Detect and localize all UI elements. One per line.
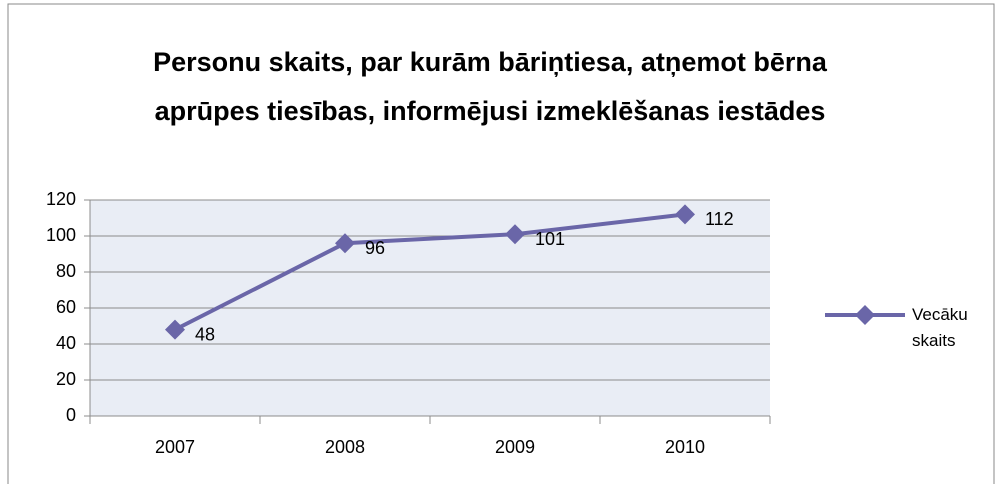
data-point (675, 204, 695, 225)
y-tick-label: 40 (56, 333, 76, 353)
chart-frame (7, 3, 995, 484)
y-tick-label: 0 (66, 405, 76, 425)
data-point (505, 224, 525, 245)
x-tick-label: 2009 (495, 437, 535, 457)
chart-title: Personu skaits, par kurām bāriņtiesa, at… (153, 47, 827, 126)
y-tick-label: 60 (56, 297, 76, 317)
y-tick-label: 20 (56, 369, 76, 389)
x-tick-label: 2007 (155, 437, 195, 457)
y-tick-label: 100 (46, 225, 76, 245)
data-label: 48 (195, 324, 215, 344)
x-tick-label: 2010 (665, 437, 705, 457)
legend-label: Vecāku skaits (912, 305, 968, 350)
y-tick-label: 80 (56, 261, 76, 281)
data-label: 112 (705, 209, 734, 229)
x-tick-label: 2008 (325, 437, 365, 457)
legend-marker (855, 305, 875, 325)
data-point (335, 233, 355, 254)
y-tick-label: 120 (46, 189, 76, 209)
data-label: 101 (535, 229, 565, 249)
data-point (165, 319, 185, 340)
data-label: 96 (365, 238, 385, 258)
series-line (174, 212, 686, 332)
